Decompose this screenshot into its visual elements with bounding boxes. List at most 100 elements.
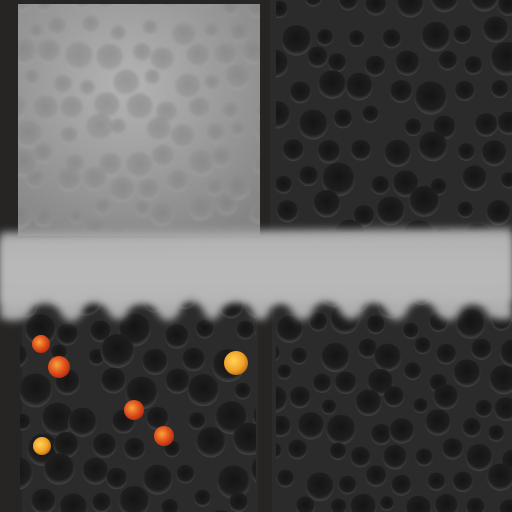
crater <box>350 139 372 161</box>
crater <box>329 442 347 461</box>
crater <box>110 25 126 41</box>
fog-band <box>0 228 512 322</box>
crater <box>97 4 114 9</box>
crater <box>497 111 512 135</box>
crater <box>60 96 83 120</box>
crater <box>287 439 308 460</box>
ember-6 <box>33 437 51 455</box>
crater <box>276 443 282 459</box>
crater <box>469 0 499 12</box>
crater <box>276 200 299 223</box>
crater <box>150 47 175 71</box>
crater <box>118 486 150 512</box>
crater <box>247 4 260 18</box>
crater <box>181 347 206 372</box>
crater <box>252 407 256 427</box>
crater <box>56 323 79 346</box>
crater <box>160 499 179 512</box>
crater <box>312 373 332 393</box>
crater <box>236 320 255 340</box>
crater <box>30 488 57 512</box>
crater <box>487 424 505 442</box>
crater <box>452 359 481 388</box>
crater <box>462 418 482 438</box>
crater <box>321 162 356 197</box>
crater <box>33 207 54 228</box>
crater <box>298 166 319 187</box>
crater <box>255 120 260 140</box>
crater <box>126 93 153 120</box>
crater <box>145 406 170 431</box>
crater <box>20 413 31 431</box>
crater <box>79 80 95 96</box>
crater <box>297 412 325 440</box>
crater <box>188 149 215 177</box>
crater <box>36 39 61 63</box>
crater <box>455 309 486 339</box>
crater <box>85 113 114 141</box>
crater <box>214 43 238 67</box>
crater <box>171 22 197 47</box>
crater <box>196 4 212 8</box>
crater <box>188 412 206 430</box>
ember-1 <box>32 335 50 353</box>
crater <box>113 69 140 96</box>
crater <box>215 193 238 215</box>
ember-2 <box>48 356 70 378</box>
crater <box>110 118 127 135</box>
crater <box>221 102 239 120</box>
crater <box>318 70 347 99</box>
crater <box>250 205 260 224</box>
crater <box>56 167 82 192</box>
crater <box>433 384 459 410</box>
crater <box>18 4 32 12</box>
crater <box>465 444 493 472</box>
crater <box>357 338 378 359</box>
crater <box>414 337 432 355</box>
crater <box>109 176 135 203</box>
crater <box>67 407 97 437</box>
crater <box>18 95 27 119</box>
crater <box>290 347 308 365</box>
crater <box>383 139 412 168</box>
crater <box>493 397 512 422</box>
crater <box>41 402 75 436</box>
crater <box>486 463 512 491</box>
crater <box>234 382 251 400</box>
crater <box>20 373 53 408</box>
crater <box>100 367 127 394</box>
crater <box>276 364 292 380</box>
dark-rock-bottom-right <box>272 300 512 512</box>
light-stone-top-left <box>18 4 260 236</box>
crater <box>345 72 374 101</box>
crater <box>81 15 100 34</box>
crater <box>24 69 40 85</box>
crater <box>250 458 256 483</box>
crater <box>465 497 486 512</box>
crater <box>53 432 80 458</box>
crater <box>334 219 366 232</box>
crater <box>134 200 151 217</box>
crater <box>135 4 150 8</box>
crater <box>307 46 329 68</box>
crater <box>434 493 459 512</box>
crater <box>276 415 292 438</box>
crater <box>221 4 239 16</box>
crater <box>333 109 353 129</box>
crater <box>338 0 359 11</box>
crater <box>253 320 256 337</box>
crater <box>452 471 474 493</box>
crater <box>151 144 175 168</box>
crater <box>242 39 260 65</box>
crater <box>132 43 152 62</box>
crater <box>229 22 250 42</box>
crater <box>20 456 33 490</box>
crater <box>349 493 377 512</box>
crater <box>166 170 189 192</box>
crater <box>58 493 88 512</box>
crater <box>91 493 112 512</box>
crater <box>392 170 420 198</box>
crater <box>125 152 153 179</box>
crater <box>150 202 174 227</box>
